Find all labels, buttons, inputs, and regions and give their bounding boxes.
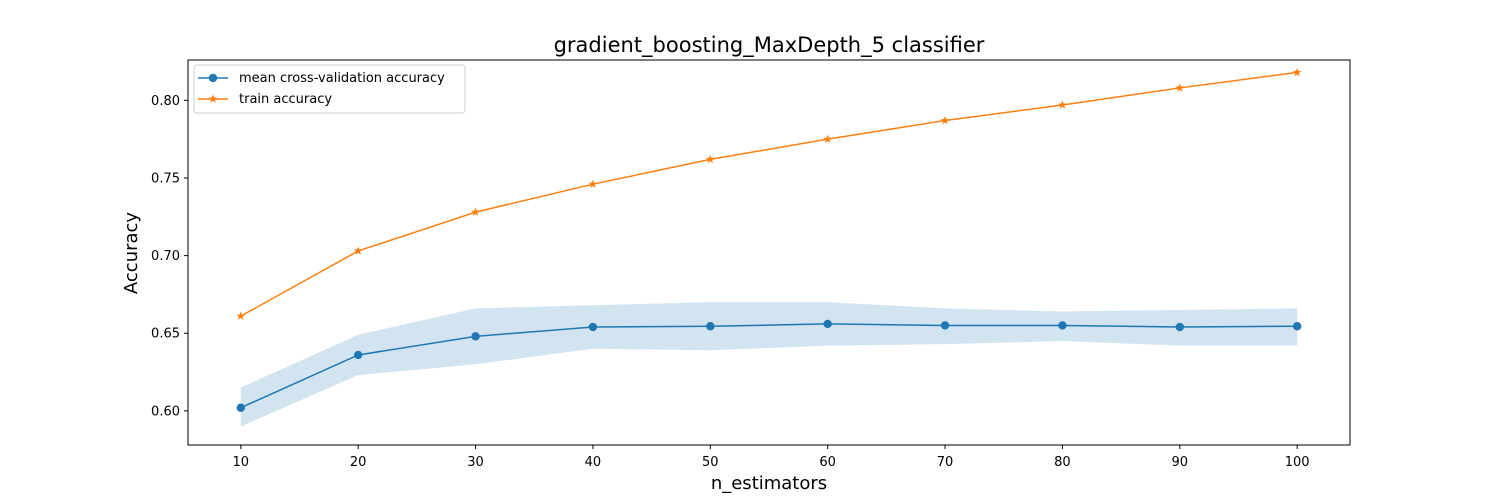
data-point-star (705, 154, 715, 164)
series-lines (240, 71, 1298, 409)
x-axis-ticks: 10 20 30 40 50 60 70 80 90 100 (233, 445, 1310, 470)
data-point-star (588, 179, 598, 188)
data-point-star (236, 311, 246, 320)
data-point-circle (353, 350, 363, 360)
data-point-star (1058, 100, 1067, 109)
y-tick-label: 0.80 (151, 94, 180, 109)
data-point-circle (823, 319, 832, 329)
x-tick-label: 90 (1172, 455, 1189, 470)
data-point-circle (1058, 321, 1067, 330)
data-point-star (1292, 67, 1302, 77)
data-point-star (940, 115, 950, 125)
y-tick-label: 0.65 (151, 327, 180, 342)
data-point-circle (1292, 322, 1302, 331)
x-tick-label: 60 (819, 455, 836, 470)
x-tick-label: 70 (937, 455, 954, 470)
x-tick-label: 100 (1285, 455, 1310, 470)
confidence-bands (240, 302, 1298, 427)
data-point-star (353, 246, 363, 255)
series-line (240, 71, 1298, 317)
legend-marker-cv (208, 73, 218, 83)
y-axis-label: Accuracy (121, 212, 142, 295)
x-tick-label: 80 (1054, 455, 1071, 470)
y-tick-label: 0.75 (151, 171, 180, 186)
x-tick-label: 40 (585, 455, 602, 470)
x-tick-label: 30 (467, 455, 484, 470)
series-markers (236, 67, 1302, 412)
data-point-circle (588, 322, 598, 332)
data-point-circle (236, 403, 246, 412)
legend-label-train: train accuracy (239, 92, 332, 107)
y-axis-ticks: 0.60 0.65 0.70 0.75 0.80 (151, 94, 188, 419)
legend-frame (193, 64, 466, 114)
data-point-star (1175, 83, 1185, 92)
legend-marker-train (208, 94, 218, 103)
data-point-circle (1175, 322, 1185, 332)
series-line (240, 323, 1298, 409)
data-point-circle (706, 322, 715, 331)
legend-label-cv: mean cross-validation accuracy (239, 71, 445, 86)
legend: mean cross-validation accuracy train acc… (193, 64, 466, 114)
y-tick-label: 0.70 (151, 249, 180, 264)
data-point-star (471, 207, 480, 216)
x-tick-label: 10 (233, 455, 250, 470)
chart-title: gradient_boosting_MaxDepth_5 classifier (554, 33, 985, 58)
data-point-circle (940, 321, 950, 330)
x-tick-label: 20 (350, 455, 367, 470)
x-axis-label: n_estimators (711, 473, 827, 494)
data-point-circle (471, 332, 480, 341)
plot-frame (187, 59, 1351, 446)
y-tick-label: 0.60 (151, 404, 180, 419)
data-point-star (823, 134, 833, 143)
confidence-band (240, 302, 1298, 427)
x-tick-label: 50 (702, 455, 719, 470)
